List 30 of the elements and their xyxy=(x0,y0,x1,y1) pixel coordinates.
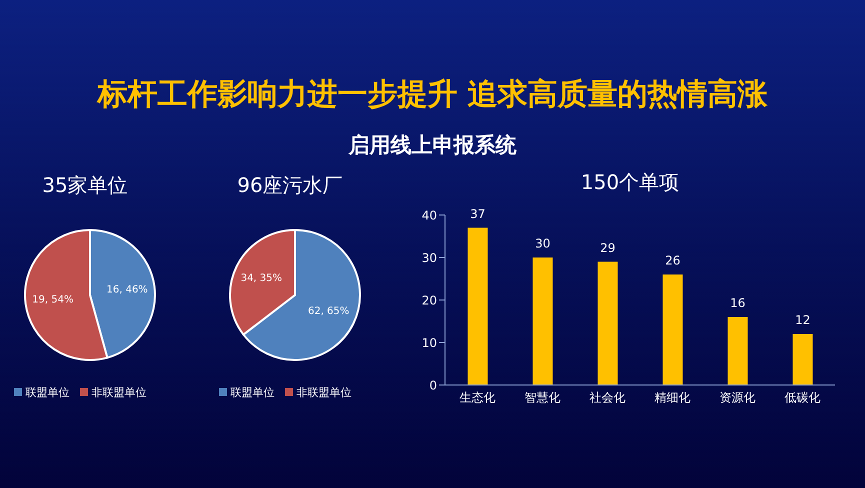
data-label: 30 xyxy=(535,236,550,250)
data-label: 62, 65% xyxy=(308,306,350,318)
text: 启用线上申报系统 xyxy=(347,132,518,159)
y-tick-label: 10 xyxy=(422,336,437,350)
legend-label: 非联盟单位 xyxy=(92,386,146,399)
data-label: 16, 46% xyxy=(106,284,148,296)
y-tick-label: 30 xyxy=(422,250,437,265)
y-tick-label: 20 xyxy=(422,293,437,308)
legend-label: 非联盟单位 xyxy=(296,386,352,399)
data-label: 34, 35% xyxy=(240,272,282,284)
data-label: 26 xyxy=(665,254,680,268)
data-label: 19, 54% xyxy=(32,294,74,306)
x-tick-label: 生态化 xyxy=(460,390,496,405)
chart-title: 150个单项 xyxy=(580,169,680,196)
chart-title: 96座污水厂 xyxy=(236,172,344,199)
y-tick-label: 0 xyxy=(429,378,437,392)
data-label: 29 xyxy=(600,240,616,255)
legend-label: 联盟单位 xyxy=(230,386,274,399)
data-label: 16 xyxy=(730,296,746,310)
data-label: 12 xyxy=(795,313,810,327)
x-tick-label: 精细化 xyxy=(654,390,690,405)
x-tick-label: 社会化 xyxy=(590,390,626,405)
text: 标杆工作影响力进一步提升 追求高质量的热情高涨 xyxy=(96,76,769,114)
data-label: 37 xyxy=(470,206,486,221)
x-tick-label: 低碳化 xyxy=(784,390,820,405)
chart-title: 35家单位 xyxy=(41,172,129,199)
y-tick-label: 40 xyxy=(422,208,437,222)
x-tick-label: 智慧化 xyxy=(524,390,560,405)
legend-label: 联盟单位 xyxy=(26,386,70,399)
x-tick-label: 资源化 xyxy=(720,390,756,405)
